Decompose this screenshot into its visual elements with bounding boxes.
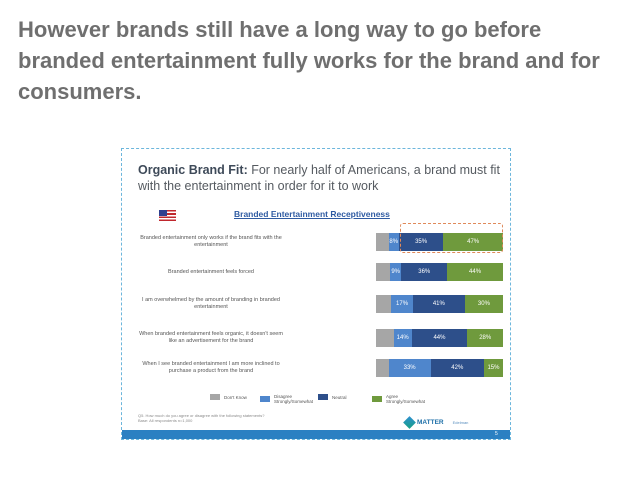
bar-agree: 15% [483, 359, 503, 377]
legend-label: Don't Know [224, 394, 247, 400]
page-number: 5 [495, 431, 498, 437]
bar-neutral: 35% [398, 233, 444, 251]
legend-item: Neutral [318, 394, 347, 400]
row-label: Branded entertainment only works if the … [140, 235, 282, 248]
chart-title: Branded Entertainment Receptiveness [234, 209, 390, 219]
bar-disagree: 9% [389, 263, 402, 281]
bar-agree: 47% [443, 233, 503, 251]
slide-title-bold: Organic Brand Fit: [138, 163, 248, 177]
legend-label: Disagree Strongly/Somewhat [274, 394, 314, 404]
row-label: When I see branded entertainment I am mo… [142, 361, 280, 374]
row-label: I am overwhelmed by the amount of brandi… [142, 297, 280, 310]
logo-subtext: Edelman [452, 420, 469, 425]
agree-highlight-box [400, 223, 503, 253]
bar-neutral: 36% [401, 263, 448, 281]
slide-title: Organic Brand Fit: For nearly half of Am… [138, 162, 506, 194]
bar-agree: 28% [467, 329, 503, 347]
row-label: When branded entertainment feels organic… [139, 331, 283, 344]
bar-disagree: 33% [388, 359, 431, 377]
footnote: Q5. How much do you agree or disagree wi… [138, 413, 265, 423]
us-flag-icon [159, 210, 176, 221]
matter-logo-icon [403, 416, 416, 429]
bar-disagree: 17% [391, 295, 413, 313]
slide-footer-band [122, 430, 510, 439]
bar-neutral: 42% [430, 359, 484, 377]
legend-label: Neutral [332, 394, 347, 400]
bar-dont-know [376, 233, 389, 251]
bar-dont-know [376, 329, 394, 347]
legend-item: Don't Know [210, 394, 247, 400]
legend-swatch [260, 396, 270, 402]
row-label: Branded entertainment feels forced [168, 268, 254, 275]
bar-disagree: 8% [388, 233, 399, 251]
legend-swatch [372, 396, 382, 402]
slide-headline: However brands still have a long way to … [18, 17, 600, 104]
bar-neutral: 44% [411, 329, 468, 347]
bar-dont-know [376, 359, 389, 377]
bar-dont-know [376, 295, 392, 313]
logo-text: MATTER [417, 419, 444, 426]
bar-dont-know [376, 263, 390, 281]
bar-agree: 30% [464, 295, 503, 313]
legend-item: Agree Strongly/Somewhat [372, 394, 425, 404]
matter-logo: MATTER Edelman [403, 416, 469, 429]
chart-slide: Organic Brand Fit: For nearly half of Am… [121, 148, 511, 440]
bar-agree: 44% [447, 263, 503, 281]
bar-disagree: 14% [393, 329, 412, 347]
legend-label: Agree Strongly/Somewhat [386, 394, 426, 404]
bar-neutral: 41% [412, 295, 465, 313]
legend-swatch [210, 394, 220, 400]
legend-item: Disagree Strongly/Somewhat [260, 394, 313, 404]
slide-title-rest: For nearly half of Americans, a brand mu… [138, 163, 500, 193]
legend-swatch [318, 394, 328, 400]
